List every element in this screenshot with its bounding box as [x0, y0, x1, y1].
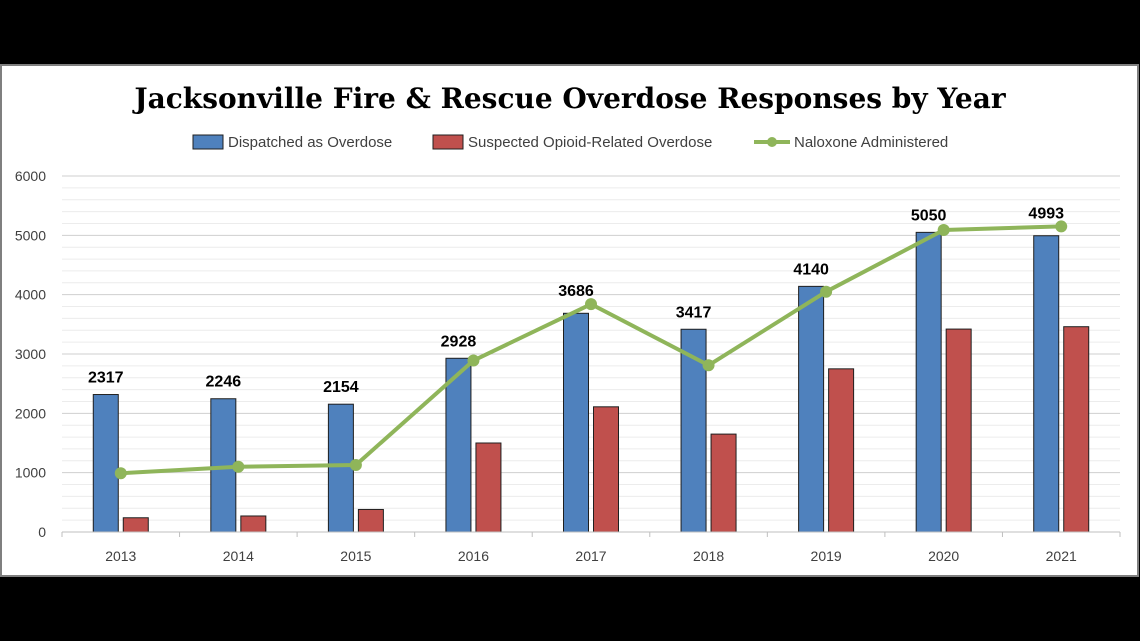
naloxone-point — [114, 467, 127, 480]
data-label-dispatched: 2317 — [88, 370, 124, 387]
y-tick-label: 6000 — [15, 168, 46, 184]
chart-frame: Jacksonville Fire & Rescue Overdose Resp… — [0, 64, 1140, 578]
bar-suspected — [357, 508, 384, 533]
chart-title: Jacksonville Fire & Rescue Overdose Resp… — [131, 82, 1007, 115]
naloxone-point — [585, 298, 597, 311]
x-tick-label: 2016 — [458, 548, 489, 564]
naloxone-point — [1055, 220, 1068, 233]
y-tick-label: 1000 — [15, 465, 46, 481]
x-tick-label: 2017 — [575, 548, 606, 564]
y-tick-label: 2000 — [15, 405, 46, 421]
naloxone-line — [114, 220, 1068, 480]
bar-dispatched — [92, 394, 119, 533]
bar-suspected — [122, 517, 149, 533]
legend-label-naloxone: Naloxone Administered — [794, 134, 948, 151]
naloxone-point — [232, 460, 245, 473]
x-tick-label: 2019 — [811, 548, 842, 564]
legend: Dispatched as Overdose Suspected Opioid-… — [192, 134, 948, 151]
y-tick-label: 4000 — [15, 287, 46, 303]
x-axis: 2013 2014 2015 2016 2017 2018 2019 2020 2021 — [61, 531, 1121, 564]
legend-marker-naloxone — [767, 137, 777, 147]
x-tick-label: 2021 — [1046, 548, 1077, 564]
naloxone-point — [820, 285, 833, 298]
y-tick-label: 5000 — [15, 227, 46, 243]
bar-dispatched — [327, 403, 354, 533]
data-label-dispatched: 2246 — [206, 374, 242, 391]
bar-suspected — [593, 406, 619, 533]
data-label-dispatched: 3686 — [558, 283, 594, 300]
bar-suspected — [828, 368, 855, 533]
data-label-dispatched: 3417 — [676, 304, 712, 321]
bar-dispatched — [798, 285, 825, 533]
data-label-dispatched: 2154 — [323, 379, 359, 396]
bar-dispatched — [445, 357, 472, 533]
data-labels: 2317 2246 2154 2928 3686 3417 4140 5050 4993 — [88, 205, 1064, 396]
x-tick-label: 2018 — [693, 548, 724, 564]
bars — [92, 231, 1090, 533]
bar-dispatched — [915, 231, 942, 533]
naloxone-point — [702, 359, 715, 372]
x-tick-label: 2020 — [928, 548, 959, 564]
data-label-dispatched: 4140 — [793, 261, 829, 278]
naloxone-point — [467, 354, 480, 367]
legend-label-dispatched: Dispatched as Overdose — [228, 134, 392, 151]
x-tick-label: 2014 — [223, 548, 254, 564]
y-axis: 0 1000 2000 3000 4000 5000 6000 — [15, 168, 46, 540]
legend-swatch-dispatched — [192, 134, 224, 150]
y-tick-label: 3000 — [15, 346, 46, 362]
bar-suspected — [710, 433, 737, 533]
bar-dispatched — [1033, 235, 1060, 533]
naloxone-point — [937, 223, 950, 236]
bar-dispatched — [563, 312, 589, 533]
data-label-dispatched: 2928 — [441, 333, 477, 350]
bar-suspected — [240, 515, 267, 533]
bar-suspected — [475, 442, 502, 533]
x-tick-label: 2015 — [340, 548, 371, 564]
bar-suspected — [945, 328, 972, 533]
data-label-dispatched: 4993 — [1028, 205, 1064, 222]
bar-suspected — [1063, 326, 1090, 533]
y-tick-label: 0 — [38, 524, 46, 540]
x-tick-label: 2013 — [105, 548, 136, 564]
chart-svg: Jacksonville Fire & Rescue Overdose Resp… — [0, 64, 1139, 577]
naloxone-point — [349, 458, 362, 471]
legend-swatch-suspected — [432, 134, 464, 150]
legend-label-suspected: Suspected Opioid-Related Overdose — [468, 134, 712, 151]
grid — [62, 175, 1120, 533]
data-label-dispatched: 5050 — [911, 207, 947, 224]
